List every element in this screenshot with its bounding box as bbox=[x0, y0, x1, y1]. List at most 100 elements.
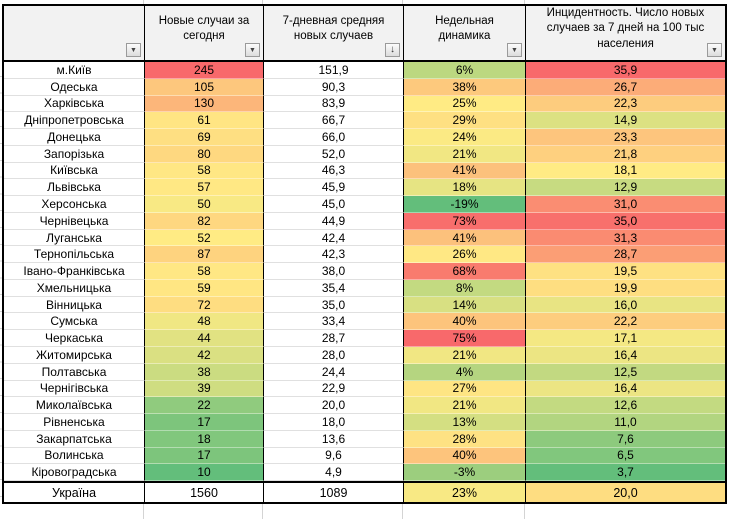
new-cases-cell[interactable]: 17 bbox=[145, 414, 264, 431]
new-cases-cell[interactable]: 10 bbox=[145, 464, 264, 482]
7day-avg-cell[interactable]: 83,9 bbox=[264, 95, 404, 113]
region-cell[interactable]: Тернопільська bbox=[4, 246, 145, 264]
7day-avg-cell[interactable]: 9,6 bbox=[264, 447, 404, 465]
region-cell[interactable]: Рівненська bbox=[4, 414, 145, 431]
region-cell[interactable]: Одеська bbox=[4, 78, 145, 96]
weekly-dynamics-cell[interactable]: 21% bbox=[404, 397, 526, 415]
weekly-dynamics-cell[interactable]: 8% bbox=[404, 279, 526, 297]
filter-dropdown-icon[interactable]: ▼ bbox=[507, 43, 522, 57]
new-cases-cell[interactable]: 52 bbox=[145, 229, 264, 247]
new-cases-cell[interactable]: 72 bbox=[145, 296, 264, 314]
7day-avg-cell[interactable]: 44,9 bbox=[264, 212, 404, 230]
7day-avg-cell[interactable]: 28,0 bbox=[264, 347, 404, 364]
incidence-cell[interactable]: 35,9 bbox=[526, 62, 725, 79]
new-cases-cell[interactable]: 69 bbox=[145, 129, 264, 146]
region-cell[interactable]: Львівська bbox=[4, 179, 145, 197]
sort-filter-icon[interactable]: ↓ bbox=[385, 43, 400, 57]
header-new-cases-cell[interactable]: Новые случаи за сегодня ▼ bbox=[145, 6, 264, 60]
incidence-cell[interactable]: 22,2 bbox=[526, 313, 725, 331]
totals-region-cell[interactable]: Україна bbox=[4, 483, 145, 502]
weekly-dynamics-cell[interactable]: 14% bbox=[404, 296, 526, 314]
weekly-dynamics-cell[interactable]: 21% bbox=[404, 145, 526, 163]
weekly-dynamics-cell[interactable]: 29% bbox=[404, 112, 526, 130]
filter-dropdown-icon[interactable]: ▼ bbox=[245, 43, 260, 57]
incidence-cell[interactable]: 3,7 bbox=[526, 464, 725, 482]
totals-incidence-cell[interactable]: 20,0 bbox=[526, 483, 725, 502]
region-cell[interactable]: Вінницька bbox=[4, 296, 145, 314]
header-incidence-cell[interactable]: Инцидентность. Число новых случаев за 7 … bbox=[526, 6, 725, 60]
7day-avg-cell[interactable]: 46,3 bbox=[264, 162, 404, 180]
new-cases-cell[interactable]: 82 bbox=[145, 212, 264, 230]
incidence-cell[interactable]: 12,6 bbox=[526, 397, 725, 415]
incidence-cell[interactable]: 16,4 bbox=[526, 347, 725, 364]
7day-avg-cell[interactable]: 4,9 bbox=[264, 464, 404, 482]
new-cases-cell[interactable]: 42 bbox=[145, 347, 264, 364]
filter-dropdown-icon[interactable]: ▼ bbox=[126, 43, 141, 57]
7day-avg-cell[interactable]: 45,9 bbox=[264, 179, 404, 197]
7day-avg-cell[interactable]: 66,0 bbox=[264, 129, 404, 146]
region-cell[interactable]: Чернігівська bbox=[4, 380, 145, 398]
7day-avg-cell[interactable]: 35,0 bbox=[264, 296, 404, 314]
incidence-cell[interactable]: 28,7 bbox=[526, 246, 725, 264]
new-cases-cell[interactable]: 39 bbox=[145, 380, 264, 398]
7day-avg-cell[interactable]: 35,4 bbox=[264, 279, 404, 297]
7day-avg-cell[interactable]: 13,6 bbox=[264, 430, 404, 448]
weekly-dynamics-cell[interactable]: 75% bbox=[404, 330, 526, 348]
new-cases-cell[interactable]: 58 bbox=[145, 263, 264, 280]
region-cell[interactable]: Волинська bbox=[4, 447, 145, 465]
weekly-dynamics-cell[interactable]: 24% bbox=[404, 129, 526, 146]
7day-avg-cell[interactable]: 45,0 bbox=[264, 196, 404, 213]
weekly-dynamics-cell[interactable]: 18% bbox=[404, 179, 526, 197]
region-cell[interactable]: м.Київ bbox=[4, 62, 145, 79]
weekly-dynamics-cell[interactable]: 13% bbox=[404, 414, 526, 431]
7day-avg-cell[interactable]: 42,3 bbox=[264, 246, 404, 264]
new-cases-cell[interactable]: 61 bbox=[145, 112, 264, 130]
incidence-cell[interactable]: 16,0 bbox=[526, 296, 725, 314]
7day-avg-cell[interactable]: 33,4 bbox=[264, 313, 404, 331]
7day-avg-cell[interactable]: 90,3 bbox=[264, 78, 404, 96]
7day-avg-cell[interactable]: 42,4 bbox=[264, 229, 404, 247]
weekly-dynamics-cell[interactable]: 21% bbox=[404, 347, 526, 364]
new-cases-cell[interactable]: 80 bbox=[145, 145, 264, 163]
7day-avg-cell[interactable]: 38,0 bbox=[264, 263, 404, 280]
incidence-cell[interactable]: 11,0 bbox=[526, 414, 725, 431]
region-cell[interactable]: Хмельницька bbox=[4, 279, 145, 297]
incidence-cell[interactable]: 7,6 bbox=[526, 430, 725, 448]
weekly-dynamics-cell[interactable]: 40% bbox=[404, 447, 526, 465]
region-cell[interactable]: Чернівецька bbox=[4, 212, 145, 230]
totals-7day-avg-cell[interactable]: 1089 bbox=[264, 483, 404, 502]
region-cell[interactable]: Київська bbox=[4, 162, 145, 180]
incidence-cell[interactable]: 31,3 bbox=[526, 229, 725, 247]
region-cell[interactable]: Луганська bbox=[4, 229, 145, 247]
new-cases-cell[interactable]: 22 bbox=[145, 397, 264, 415]
region-cell[interactable]: Івано-Франківська bbox=[4, 263, 145, 280]
7day-avg-cell[interactable]: 22,9 bbox=[264, 380, 404, 398]
weekly-dynamics-cell[interactable]: 6% bbox=[404, 62, 526, 79]
region-cell[interactable]: Кіровоградська bbox=[4, 464, 145, 482]
filter-dropdown-icon[interactable]: ▼ bbox=[707, 43, 722, 57]
weekly-dynamics-cell[interactable]: 68% bbox=[404, 263, 526, 280]
incidence-cell[interactable]: 22,3 bbox=[526, 95, 725, 113]
new-cases-cell[interactable]: 44 bbox=[145, 330, 264, 348]
incidence-cell[interactable]: 18,1 bbox=[526, 162, 725, 180]
new-cases-cell[interactable]: 48 bbox=[145, 313, 264, 331]
header-region-cell[interactable]: ▼ bbox=[4, 6, 145, 60]
region-cell[interactable]: Миколаївська bbox=[4, 397, 145, 415]
weekly-dynamics-cell[interactable]: 4% bbox=[404, 363, 526, 381]
new-cases-cell[interactable]: 105 bbox=[145, 78, 264, 96]
weekly-dynamics-cell[interactable]: -19% bbox=[404, 196, 526, 213]
weekly-dynamics-cell[interactable]: 27% bbox=[404, 380, 526, 398]
region-cell[interactable]: Донецька bbox=[4, 129, 145, 146]
region-cell[interactable]: Черкаська bbox=[4, 330, 145, 348]
totals-new-cases-cell[interactable]: 1560 bbox=[145, 483, 264, 502]
new-cases-cell[interactable]: 50 bbox=[145, 196, 264, 213]
region-cell[interactable]: Запорізька bbox=[4, 145, 145, 163]
incidence-cell[interactable]: 19,9 bbox=[526, 279, 725, 297]
region-cell[interactable]: Дніпропетровська bbox=[4, 112, 145, 130]
incidence-cell[interactable]: 31,0 bbox=[526, 196, 725, 213]
new-cases-cell[interactable]: 57 bbox=[145, 179, 264, 197]
7day-avg-cell[interactable]: 20,0 bbox=[264, 397, 404, 415]
new-cases-cell[interactable]: 17 bbox=[145, 447, 264, 465]
header-7day-avg-cell[interactable]: 7-дневная средняя новых случаев ↓ bbox=[264, 6, 404, 60]
incidence-cell[interactable]: 14,9 bbox=[526, 112, 725, 130]
